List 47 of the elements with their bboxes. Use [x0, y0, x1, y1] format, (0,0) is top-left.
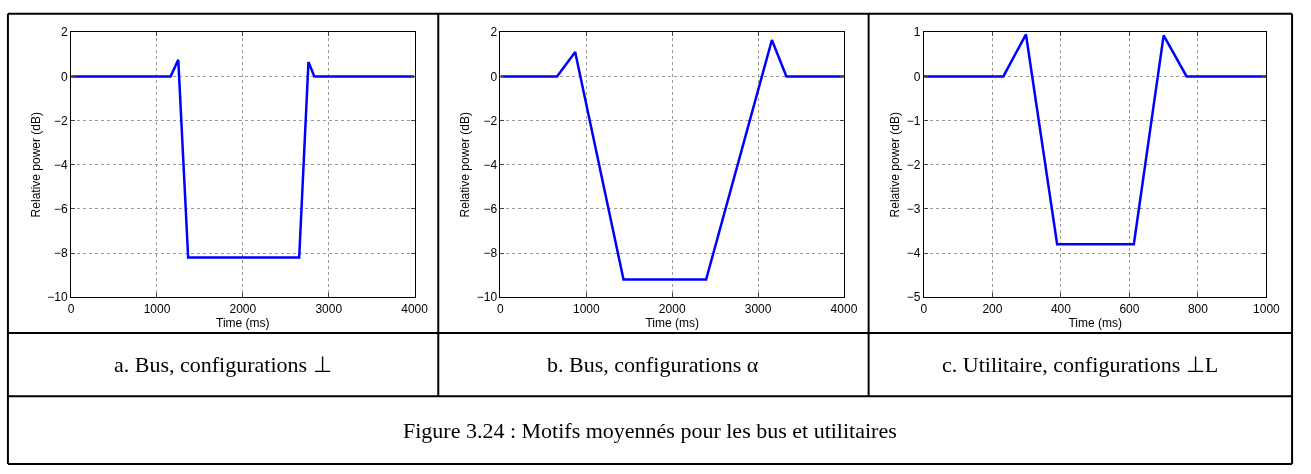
y-tick-label: 0 [61, 69, 69, 84]
x-tick-label: 1000 [572, 301, 600, 316]
y-tick-label: 2 [61, 25, 69, 40]
x-tick-label: 400 [1050, 301, 1072, 316]
x-tick-label: 1000 [1253, 301, 1281, 316]
x-tick-label: 2000 [229, 301, 257, 316]
x-tick-label: 3000 [315, 301, 343, 316]
y-axis-title: Relative power (dB) [28, 112, 43, 218]
y-tick-label: −4 [483, 157, 498, 172]
x-tick-label: 800 [1187, 301, 1209, 316]
y-tick-label: −1 [906, 113, 921, 128]
x-tick-label: 200 [982, 301, 1003, 316]
y-tick-label: −8 [54, 246, 69, 261]
x-axis-title: Time (ms) [645, 315, 699, 330]
x-tick-label: 4000 [401, 301, 429, 316]
y-tick-label: 0 [490, 69, 498, 84]
y-tick-label: −10 [476, 290, 498, 305]
x-tick-label: 3000 [744, 301, 772, 316]
y-axis-title: Relative power (dB) [458, 112, 473, 218]
x-axis-title: Time (ms) [1068, 315, 1122, 330]
y-axis-title: Relative power (dB) [888, 112, 903, 218]
y-tick-label: 1 [913, 25, 921, 40]
text: b. Bus, configurations α [547, 352, 759, 377]
y-tick-label: 2 [490, 25, 498, 40]
y-tick-label: −2 [906, 157, 921, 172]
y-tick-label: 0 [913, 69, 921, 84]
y-tick-label: −2 [54, 113, 69, 128]
y-tick-label: −8 [483, 246, 498, 261]
x-tick-label: 4000 [830, 301, 858, 316]
text: c. Utilitaire, configurations ⊥L [942, 352, 1219, 377]
x-tick-label: 1000 [143, 301, 171, 316]
x-tick-label: 2000 [658, 301, 686, 316]
x-axis-title: Time (ms) [216, 315, 270, 330]
line-series [500, 38, 844, 281]
y-tick-label: −5 [906, 290, 921, 305]
caption: Figure 3.24 : Motifs moyennés pour les bus et utilitaires [403, 418, 897, 443]
y-tick-label: −4 [906, 246, 921, 261]
y-tick-label: −6 [483, 202, 498, 217]
y-tick-label: −3 [906, 202, 921, 217]
y-tick-label: −2 [483, 113, 498, 128]
text: a. Bus, configurations ⊥ [114, 352, 332, 377]
line-series [71, 58, 415, 259]
x-tick-label: 600 [1119, 301, 1140, 316]
y-tick-label: −10 [47, 290, 69, 305]
line-series [923, 33, 1267, 246]
y-tick-label: −6 [54, 202, 69, 217]
y-tick-label: −4 [54, 157, 69, 172]
